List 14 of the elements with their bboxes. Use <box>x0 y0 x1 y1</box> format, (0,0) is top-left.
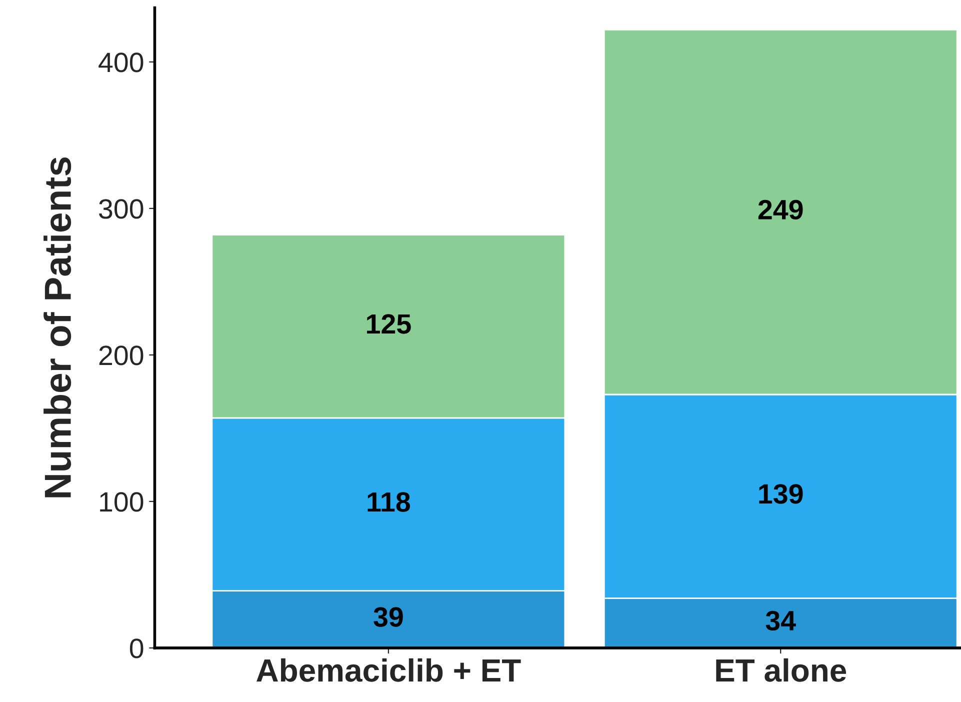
y-tick-label: 100 <box>100 492 144 512</box>
data-label: 139 <box>759 484 803 504</box>
y-tick-label: 400 <box>98 52 144 72</box>
y-axis-title: Number of Patients <box>44 157 72 498</box>
data-label: 125 <box>367 314 411 334</box>
y-tick-label: 0 <box>130 638 144 658</box>
data-label: 118 <box>368 492 410 512</box>
data-label: 249 <box>758 200 803 220</box>
data-label: 34 <box>766 610 796 631</box>
y-tick-label: 300 <box>99 199 144 219</box>
data-label: 39 <box>374 607 403 627</box>
x-tick-label: Abemaciclib + ET <box>256 658 521 682</box>
x-tick-label: ET alone <box>716 658 846 682</box>
y-tick-label: 200 <box>99 346 144 366</box>
